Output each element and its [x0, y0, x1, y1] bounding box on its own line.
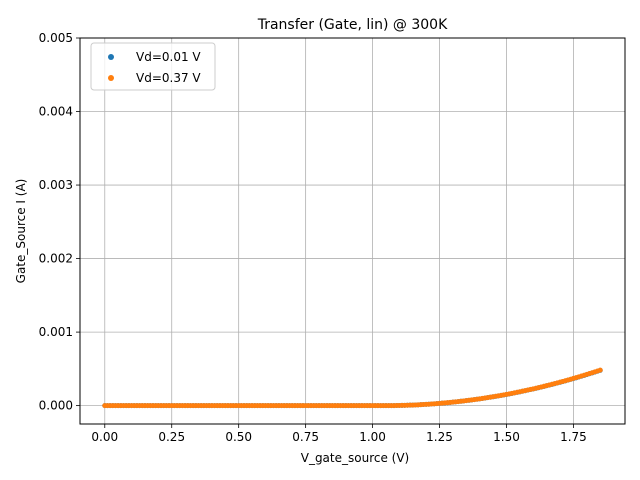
series-1 — [102, 367, 603, 409]
y-tick-label: 0.001 — [39, 325, 73, 339]
legend: Vd=0.01 V Vd=0.37 V — [90, 42, 216, 91]
x-tick-label: 1.25 — [426, 430, 453, 444]
x-tick-label: 0.75 — [292, 430, 319, 444]
legend-box — [90, 42, 216, 91]
data-point — [597, 367, 603, 373]
x-tick-label: 0.50 — [225, 430, 252, 444]
chart-title: Transfer (Gate, lin) @ 300K — [257, 17, 448, 33]
y-axis-ticks: 0.000 0.001 0.002 0.003 0.004 0.005 — [39, 31, 80, 413]
x-tick-label: 1.50 — [493, 430, 520, 444]
y-tick-label: 0.005 — [39, 31, 73, 45]
y-tick-label: 0.002 — [39, 252, 73, 266]
y-tick-label: 0.004 — [39, 105, 73, 119]
y-tick-label: 0.003 — [39, 178, 73, 192]
legend-marker-vd-0-01 — [108, 54, 114, 60]
y-tick-label: 0.000 — [39, 399, 73, 413]
x-tick-label: 0.25 — [158, 430, 185, 444]
x-tick-label: 1.00 — [359, 430, 386, 444]
legend-label-vd-0-37: Vd=0.37 V — [136, 71, 201, 85]
y-axis-label: Gate_Source I (A) — [14, 179, 28, 284]
x-axis-label: V_gate_source (V) — [301, 451, 410, 465]
legend-label-vd-0-01: Vd=0.01 V — [136, 50, 201, 64]
x-tick-label: 0.00 — [91, 430, 118, 444]
x-axis-ticks: 0.00 0.25 0.50 0.75 1.00 1.25 1.50 1.75 — [91, 424, 587, 444]
plot-frame — [79, 37, 626, 425]
legend-marker-vd-0-37 — [108, 75, 114, 81]
data-points — [102, 367, 603, 409]
x-tick-label: 1.75 — [560, 430, 587, 444]
